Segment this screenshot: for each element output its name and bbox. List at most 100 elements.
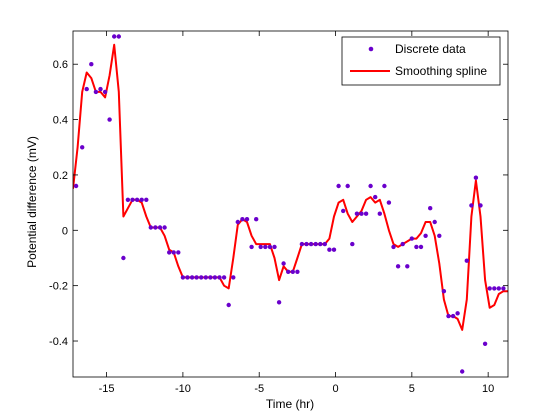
discrete-data-point bbox=[496, 286, 501, 291]
discrete-data-point bbox=[482, 341, 488, 346]
discrete-data-point bbox=[382, 183, 387, 189]
discrete-data-point bbox=[308, 241, 314, 247]
discrete-data-point bbox=[254, 217, 259, 222]
discrete-data-point bbox=[341, 208, 346, 214]
discrete-data-point bbox=[102, 89, 108, 95]
discrete-data-point bbox=[281, 261, 286, 266]
discrete-data-point bbox=[139, 197, 144, 202]
discrete-data-point bbox=[80, 145, 85, 150]
discrete-data-point bbox=[304, 241, 309, 247]
discrete-data-point bbox=[112, 34, 117, 39]
discrete-data-point bbox=[249, 244, 254, 250]
discrete-data-point bbox=[116, 34, 122, 39]
discrete-data-point bbox=[194, 275, 199, 280]
discrete-data-point bbox=[148, 225, 153, 230]
discrete-data-point bbox=[244, 217, 250, 222]
discrete-data-point bbox=[171, 250, 176, 255]
discrete-data-point bbox=[180, 275, 186, 280]
discrete-data-point bbox=[350, 241, 355, 247]
discrete-data-point bbox=[240, 217, 245, 222]
discrete-data-point bbox=[418, 244, 424, 250]
discrete-data-point bbox=[162, 225, 167, 230]
axes-background bbox=[73, 31, 508, 377]
discrete-data-point bbox=[450, 313, 456, 319]
discrete-data-point bbox=[93, 89, 99, 95]
discrete-data-point bbox=[313, 241, 318, 247]
y-tick-label: 0.4 bbox=[53, 115, 68, 127]
discrete-data-point bbox=[258, 244, 263, 250]
discrete-data-point bbox=[423, 233, 428, 238]
discrete-data-point bbox=[373, 194, 378, 200]
discrete-data-point bbox=[217, 275, 222, 280]
discrete-data-point bbox=[460, 369, 465, 374]
legend-label-smoothing-spline: Smoothing spline bbox=[395, 64, 487, 78]
discrete-data-point bbox=[176, 250, 181, 255]
discrete-data-point bbox=[134, 197, 140, 202]
discrete-data-point bbox=[487, 286, 492, 291]
discrete-data-point bbox=[121, 255, 126, 261]
discrete-data-point bbox=[144, 197, 149, 202]
discrete-data-point bbox=[98, 86, 103, 92]
discrete-data-point bbox=[501, 286, 506, 291]
discrete-data-point bbox=[368, 183, 373, 189]
axes-frame bbox=[72, 30, 509, 378]
discrete-data-point bbox=[276, 300, 282, 305]
discrete-data-point bbox=[331, 247, 337, 252]
discrete-data-point bbox=[359, 211, 364, 216]
y-tick-label: 0.6 bbox=[53, 59, 68, 71]
discrete-data-point bbox=[386, 200, 392, 205]
discrete-data-point bbox=[263, 244, 268, 250]
discrete-data-point bbox=[377, 211, 382, 216]
discrete-data-point bbox=[153, 225, 158, 230]
discrete-data-point bbox=[395, 264, 401, 269]
x-tick-label: -15 bbox=[99, 383, 115, 395]
discrete-data-point bbox=[492, 286, 497, 291]
discrete-data-point bbox=[345, 183, 350, 189]
discrete-data-point bbox=[73, 183, 79, 189]
discrete-data-point bbox=[185, 275, 190, 280]
discrete-data-point bbox=[299, 241, 305, 247]
discrete-data-point bbox=[231, 275, 236, 280]
discrete-data-point bbox=[400, 241, 405, 247]
discrete-data-point bbox=[464, 258, 469, 263]
legend-box bbox=[341, 36, 501, 86]
discrete-data-point bbox=[322, 241, 327, 247]
discrete-data-point bbox=[327, 247, 332, 252]
legend: Discrete data Smoothing spline bbox=[341, 36, 501, 86]
discrete-data-point bbox=[267, 244, 273, 250]
discrete-data-point bbox=[455, 311, 460, 316]
discrete-data-point bbox=[272, 244, 277, 250]
legend-marker-discrete-data bbox=[368, 46, 374, 52]
discrete-data-point bbox=[130, 197, 135, 202]
x-axis-label: Time (hr) bbox=[266, 397, 314, 411]
x-tick-label: -5 bbox=[254, 383, 264, 395]
x-tick-label: 5 bbox=[409, 383, 415, 395]
discrete-data-point bbox=[295, 269, 300, 274]
y-tick-label: 0.2 bbox=[53, 170, 68, 182]
discrete-data-point bbox=[235, 219, 240, 225]
x-tick-label: 0 bbox=[332, 383, 338, 395]
discrete-data-point bbox=[446, 313, 451, 319]
discrete-data-point bbox=[318, 241, 323, 247]
discrete-data-point bbox=[107, 117, 112, 122]
discrete-data-point bbox=[189, 275, 195, 280]
discrete-data-point bbox=[290, 269, 295, 274]
smoothing-spline-line bbox=[73, 43, 508, 331]
x-tick-label: -10 bbox=[175, 383, 191, 395]
discrete-data-point bbox=[391, 244, 396, 250]
discrete-data-point bbox=[432, 219, 437, 225]
discrete-data-point bbox=[125, 197, 131, 202]
y-tick-label: -0.2 bbox=[49, 281, 68, 293]
discrete-data-point bbox=[428, 206, 433, 211]
y-tick-label: -0.4 bbox=[49, 336, 68, 348]
discrete-data-point bbox=[441, 289, 447, 294]
discrete-data-point bbox=[167, 250, 172, 255]
discrete-data-point bbox=[405, 264, 410, 269]
discrete-data-point bbox=[437, 233, 442, 238]
discrete-data-point bbox=[336, 183, 341, 189]
y-tick-label: 0 bbox=[62, 225, 68, 237]
discrete-data-point bbox=[203, 275, 208, 280]
discrete-data-point bbox=[157, 225, 163, 230]
discrete-data-point bbox=[89, 61, 94, 67]
